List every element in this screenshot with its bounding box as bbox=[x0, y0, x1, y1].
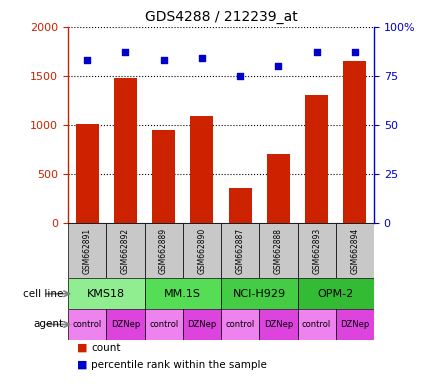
Bar bbox=[259, 309, 298, 340]
Text: GSM662891: GSM662891 bbox=[82, 227, 92, 274]
Text: OPM-2: OPM-2 bbox=[317, 289, 354, 299]
Bar bbox=[221, 278, 298, 309]
Bar bbox=[267, 154, 290, 223]
Bar bbox=[106, 223, 144, 278]
Bar bbox=[229, 189, 252, 223]
Title: GDS4288 / 212239_at: GDS4288 / 212239_at bbox=[144, 10, 298, 25]
Text: NCI-H929: NCI-H929 bbox=[233, 289, 286, 299]
Point bbox=[275, 63, 282, 69]
Text: control: control bbox=[149, 320, 178, 329]
Bar bbox=[76, 124, 99, 223]
Bar bbox=[183, 223, 221, 278]
Bar bbox=[305, 95, 328, 223]
Bar bbox=[114, 78, 137, 223]
Bar bbox=[68, 223, 106, 278]
Text: cell line: cell line bbox=[23, 289, 64, 299]
Point bbox=[122, 49, 129, 55]
Bar bbox=[259, 223, 298, 278]
Bar bbox=[68, 309, 106, 340]
Bar bbox=[106, 309, 144, 340]
Text: ■: ■ bbox=[76, 343, 87, 353]
Text: GSM662893: GSM662893 bbox=[312, 227, 321, 274]
Bar bbox=[298, 278, 374, 309]
Text: control: control bbox=[226, 320, 255, 329]
Text: GSM662890: GSM662890 bbox=[197, 227, 207, 274]
Bar bbox=[298, 309, 336, 340]
Text: GSM662894: GSM662894 bbox=[350, 227, 360, 274]
Text: count: count bbox=[91, 343, 121, 353]
Text: control: control bbox=[73, 320, 102, 329]
Bar bbox=[221, 309, 259, 340]
Text: KMS18: KMS18 bbox=[87, 289, 125, 299]
Bar bbox=[183, 309, 221, 340]
Point bbox=[160, 57, 167, 63]
Point bbox=[313, 49, 320, 55]
Bar bbox=[298, 223, 336, 278]
Point bbox=[351, 49, 358, 55]
Bar bbox=[68, 278, 144, 309]
Bar bbox=[152, 130, 175, 223]
Text: DZNep: DZNep bbox=[111, 320, 140, 329]
Text: DZNep: DZNep bbox=[264, 320, 293, 329]
Point bbox=[237, 73, 244, 79]
Point bbox=[84, 57, 91, 63]
Bar bbox=[144, 278, 221, 309]
Text: GSM662889: GSM662889 bbox=[159, 227, 168, 274]
Bar bbox=[336, 309, 374, 340]
Text: DZNep: DZNep bbox=[340, 320, 369, 329]
Text: control: control bbox=[302, 320, 331, 329]
Text: DZNep: DZNep bbox=[187, 320, 216, 329]
Text: GSM662888: GSM662888 bbox=[274, 228, 283, 273]
Text: GSM662892: GSM662892 bbox=[121, 227, 130, 274]
Text: agent: agent bbox=[34, 319, 64, 329]
Text: GSM662887: GSM662887 bbox=[235, 227, 245, 274]
Bar bbox=[144, 309, 183, 340]
Text: ■: ■ bbox=[76, 360, 87, 370]
Bar bbox=[190, 116, 213, 223]
Text: percentile rank within the sample: percentile rank within the sample bbox=[91, 360, 267, 370]
Bar bbox=[144, 223, 183, 278]
Bar bbox=[221, 223, 259, 278]
Bar bbox=[343, 61, 366, 223]
Text: MM.1S: MM.1S bbox=[164, 289, 201, 299]
Point bbox=[198, 55, 205, 61]
Bar bbox=[336, 223, 374, 278]
